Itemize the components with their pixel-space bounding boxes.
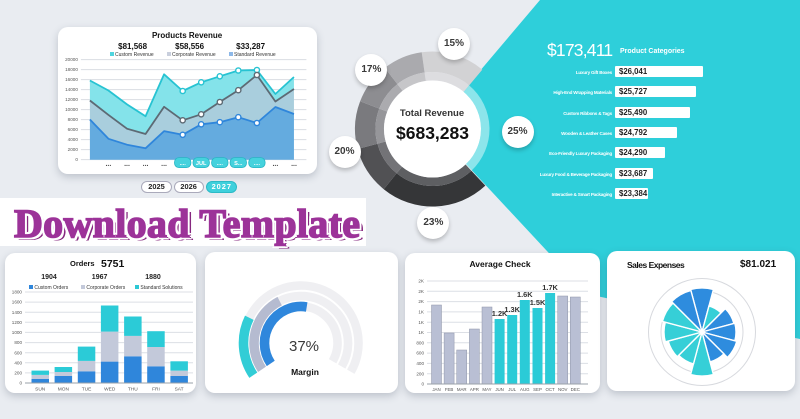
svg-text:200: 200: [416, 371, 424, 376]
svg-text:NOV: NOV: [558, 387, 568, 392]
svg-text:SEP: SEP: [533, 387, 542, 392]
svg-text:MAY: MAY: [482, 387, 491, 392]
svg-text:1000: 1000: [12, 330, 23, 335]
svg-text:600: 600: [14, 350, 22, 355]
svg-text:400: 400: [416, 361, 424, 366]
svg-text:...: ...: [105, 161, 111, 168]
svg-text:0: 0: [19, 381, 22, 386]
svg-text:2K: 2K: [418, 289, 425, 294]
svg-text:0: 0: [421, 382, 424, 387]
svg-text:1.2K: 1.2K: [492, 309, 508, 318]
svg-text:12000: 12000: [65, 97, 78, 102]
svg-text:JUL: JUL: [196, 161, 207, 167]
svg-text:18000: 18000: [65, 67, 78, 72]
svg-text:600: 600: [416, 351, 424, 356]
svg-text:DEC: DEC: [571, 387, 580, 392]
svg-text:S...: S...: [234, 161, 243, 167]
svg-text:TUE: TUE: [82, 387, 92, 393]
svg-text:6000: 6000: [67, 127, 78, 132]
svg-text:4000: 4000: [67, 137, 78, 142]
svg-text:WED: WED: [104, 387, 116, 393]
svg-text:FRI: FRI: [152, 387, 160, 393]
svg-text:...: ...: [272, 161, 278, 168]
svg-text:800: 800: [14, 340, 22, 345]
svg-text:1.6K: 1.6K: [517, 290, 533, 299]
svg-text:10000: 10000: [65, 107, 78, 112]
svg-text:...: ...: [291, 161, 297, 168]
svg-text:800: 800: [416, 340, 424, 345]
svg-text:....: ....: [216, 161, 223, 167]
svg-text:AUG: AUG: [520, 387, 530, 392]
svg-text:1800: 1800: [12, 290, 23, 295]
svg-text:SUN: SUN: [35, 387, 46, 393]
svg-text:...: ...: [161, 161, 167, 168]
svg-text:OCT: OCT: [545, 387, 555, 392]
svg-text:2000: 2000: [67, 147, 78, 152]
svg-text:JUL: JUL: [508, 387, 516, 392]
svg-text:1600: 1600: [12, 300, 23, 305]
svg-text:...: ...: [124, 161, 130, 168]
svg-text:....: ....: [253, 161, 260, 167]
svg-text:1400: 1400: [12, 310, 23, 315]
svg-text:1.7K: 1.7K: [542, 283, 558, 292]
svg-text:MON: MON: [58, 387, 70, 393]
svg-text:1K: 1K: [418, 320, 425, 325]
svg-text:2K: 2K: [418, 279, 425, 284]
svg-text:14000: 14000: [65, 87, 78, 92]
svg-text:1K: 1K: [418, 330, 425, 335]
svg-text:20000: 20000: [65, 57, 78, 62]
svg-text:1K: 1K: [418, 310, 425, 315]
svg-text:...: ...: [142, 161, 148, 168]
svg-text:2K: 2K: [418, 299, 425, 304]
svg-text:400: 400: [14, 360, 22, 365]
svg-text:JUN: JUN: [495, 387, 504, 392]
svg-text:FEB: FEB: [445, 387, 454, 392]
svg-text:200: 200: [14, 371, 22, 376]
svg-text:JAN: JAN: [432, 387, 440, 392]
svg-text:1.3K: 1.3K: [504, 305, 520, 314]
svg-text:....: ....: [179, 161, 186, 167]
svg-text:16000: 16000: [65, 77, 78, 82]
svg-text:0: 0: [75, 157, 78, 162]
svg-text:1200: 1200: [12, 320, 23, 325]
svg-text:1.5K: 1.5K: [530, 298, 546, 307]
svg-text:THU: THU: [128, 387, 138, 393]
svg-text:MAR: MAR: [457, 387, 467, 392]
svg-text:APR: APR: [470, 387, 479, 392]
svg-text:SAT: SAT: [175, 387, 184, 393]
svg-text:8000: 8000: [67, 117, 78, 122]
